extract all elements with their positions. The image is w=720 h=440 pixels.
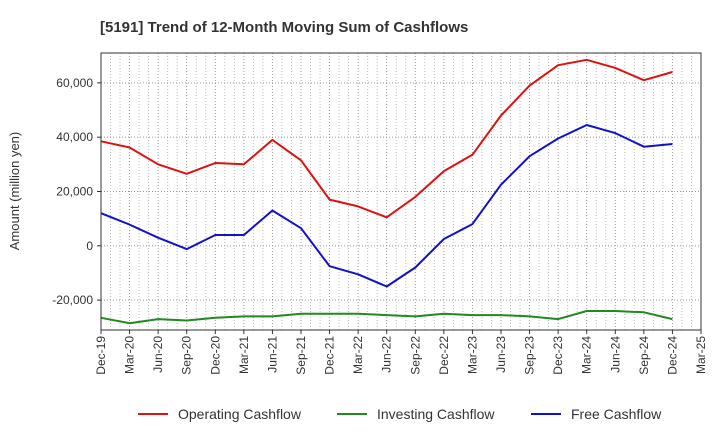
y-tick-label: 60,000	[56, 76, 93, 90]
legend-label: Operating Cashflow	[178, 406, 302, 422]
legend-label: Investing Cashflow	[377, 406, 495, 422]
x-tick-label: Sep-20	[180, 336, 194, 375]
legend: Operating Cashflow Investing Cashflow Free…	[138, 406, 662, 422]
x-tick-label: Mar-24	[580, 336, 594, 374]
grid-lines	[100, 53, 702, 330]
x-tick-label: Mar-25	[694, 336, 708, 374]
x-tick-label: Jun-23	[494, 336, 508, 373]
x-tick-label: Sep-23	[523, 336, 537, 375]
x-tick-label: Jun-22	[380, 336, 394, 373]
x-tick-label: Mar-20	[123, 336, 137, 374]
y-axis-label: Amount (million yen)	[7, 132, 22, 251]
y-tick-label: 20,000	[56, 185, 93, 199]
y-tick-label: 40,000	[56, 130, 93, 144]
x-tick-label: Dec-21	[323, 336, 337, 375]
series-line	[100, 124, 673, 288]
y-tick-label: -20,000	[52, 293, 93, 307]
y-tick-label: 0	[86, 239, 93, 253]
x-tick-label: Jun-21	[265, 336, 279, 373]
x-tick-label: Sep-21	[294, 336, 308, 375]
x-tick-label: Mar-23	[465, 336, 479, 374]
series-lines	[100, 58, 673, 325]
chart-title: [5191] Trend of 12-Month Moving Sum of C…	[100, 19, 468, 36]
x-tick-label: Sep-22	[408, 336, 422, 375]
legend-label: Free Cashflow	[571, 406, 662, 422]
x-tick-label: Dec-19	[94, 336, 108, 375]
x-tick-label: Dec-24	[665, 336, 679, 375]
x-tick-labels: Dec-19 Mar-20 Jun-20 Sep-20 Dec-20 Mar-21 Jun-…	[94, 330, 708, 375]
x-tick-label: Jun-24	[608, 336, 622, 373]
series-line	[100, 58, 673, 219]
x-tick-label: Mar-21	[237, 336, 251, 374]
series-line	[100, 310, 673, 325]
x-tick-label: Mar-22	[351, 336, 365, 374]
x-tick-label: Dec-23	[551, 336, 565, 375]
y-tick-labels: -20,000 0 20,000 40,000 60,000	[52, 76, 101, 307]
x-tick-label: Sep-24	[637, 336, 651, 375]
x-tick-label: Jun-20	[151, 336, 165, 373]
x-tick-label: Dec-20	[208, 336, 222, 375]
x-tick-label: Dec-22	[437, 336, 451, 375]
